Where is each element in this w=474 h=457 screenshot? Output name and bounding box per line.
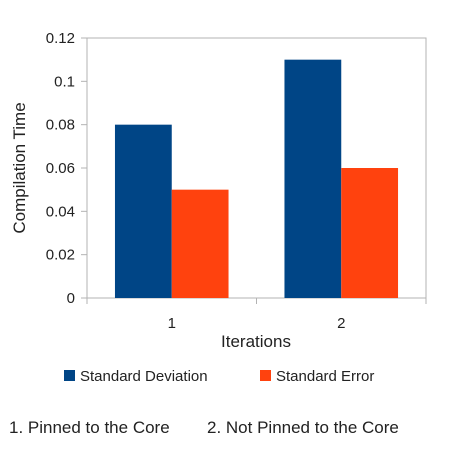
- legend: Standard Deviation Standard Error: [64, 368, 374, 385]
- bar-standard-deviation-1: [114, 124, 172, 299]
- y-tick-label: 0.08: [46, 117, 75, 134]
- bar-standard-error-2: [341, 168, 399, 298]
- footnote-not-pinned: 2. Not Pinned to the Core: [207, 418, 399, 437]
- legend-label-standard-error: Standard Error: [276, 368, 374, 385]
- bars: [114, 59, 399, 299]
- y-tick-label: 0.04: [46, 203, 75, 220]
- bar-standard-error-1: [171, 189, 229, 298]
- legend-label-standard-deviation: Standard Deviation: [80, 368, 208, 385]
- x-tick-label: 1: [168, 315, 176, 332]
- y-tick-label: 0.02: [46, 247, 75, 264]
- footnote-pinned: 1. Pinned to the Core: [9, 418, 170, 437]
- y-tick-label: 0: [67, 290, 75, 307]
- bar-standard-deviation-2: [284, 59, 342, 298]
- x-tick-label: 2: [337, 315, 345, 332]
- y-tick-label: 0.12: [46, 30, 75, 47]
- legend-swatch-standard-deviation: [64, 370, 75, 381]
- y-tick-label: 0.1: [54, 73, 75, 90]
- x-axis-title: Iterations: [221, 332, 291, 351]
- y-tick-label: 0.06: [46, 160, 75, 177]
- legend-swatch-standard-error: [260, 370, 271, 381]
- y-axis-title: Compilation Time: [10, 102, 29, 233]
- y-axis-ticks: 0 0.02 0.04 0.06 0.08 0.1 0.12: [46, 30, 87, 307]
